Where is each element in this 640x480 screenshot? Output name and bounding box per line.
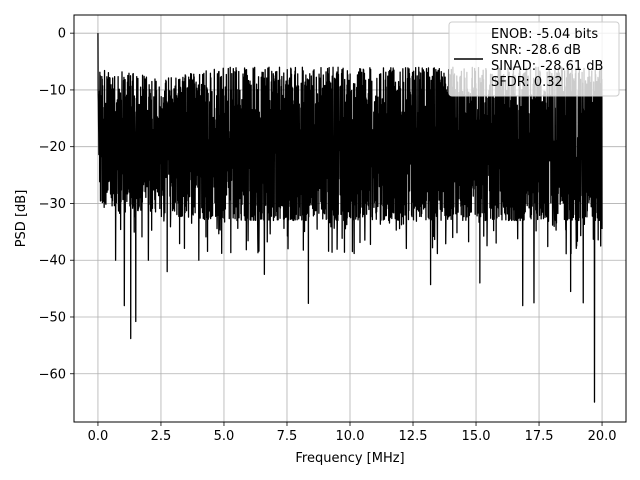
x-tick-label: 17.5	[525, 429, 554, 444]
x-tick-label: 15.0	[462, 429, 491, 444]
psd-series-line	[97, 33, 603, 403]
x-tick-label: 5.0	[214, 429, 235, 444]
x-tick-label: 0.0	[88, 429, 109, 444]
legend-entry-line: SFDR: 0.32	[491, 75, 563, 90]
x-tick-label: 20.0	[588, 429, 617, 444]
x-tick-label: 10.0	[336, 429, 365, 444]
x-tick-label: 12.5	[399, 429, 428, 444]
legend-entry-line: ENOB: -5.04 bits	[491, 27, 598, 42]
y-axis-label: PSD [dB]	[14, 190, 29, 248]
legend-entry-line: SINAD: -28.61 dB	[491, 59, 603, 74]
y-tick-label: 0	[58, 27, 66, 42]
x-axis-ticks: 0.0 2.5 5.0 7.5 10.0 12.5 15.0 17.5 20.0	[88, 422, 617, 444]
x-tick-label: 2.5	[151, 429, 172, 444]
y-tick-label: −10	[39, 83, 66, 98]
y-tick-label: −30	[39, 197, 66, 212]
plot-area	[97, 33, 603, 403]
y-tick-label: −20	[39, 140, 66, 155]
y-tick-label: −50	[39, 310, 66, 325]
legend-box	[448, 21, 620, 97]
y-axis-ticks: 0 −10 −20 −30 −40 −50 −60	[39, 27, 74, 382]
legend-entry-line: SNR: -28.6 dB	[491, 43, 581, 58]
x-axis-label: Frequency [MHz]	[295, 451, 404, 466]
y-tick-label: −40	[39, 254, 66, 269]
x-tick-label: 7.5	[277, 429, 298, 444]
y-tick-label: −60	[39, 367, 66, 382]
